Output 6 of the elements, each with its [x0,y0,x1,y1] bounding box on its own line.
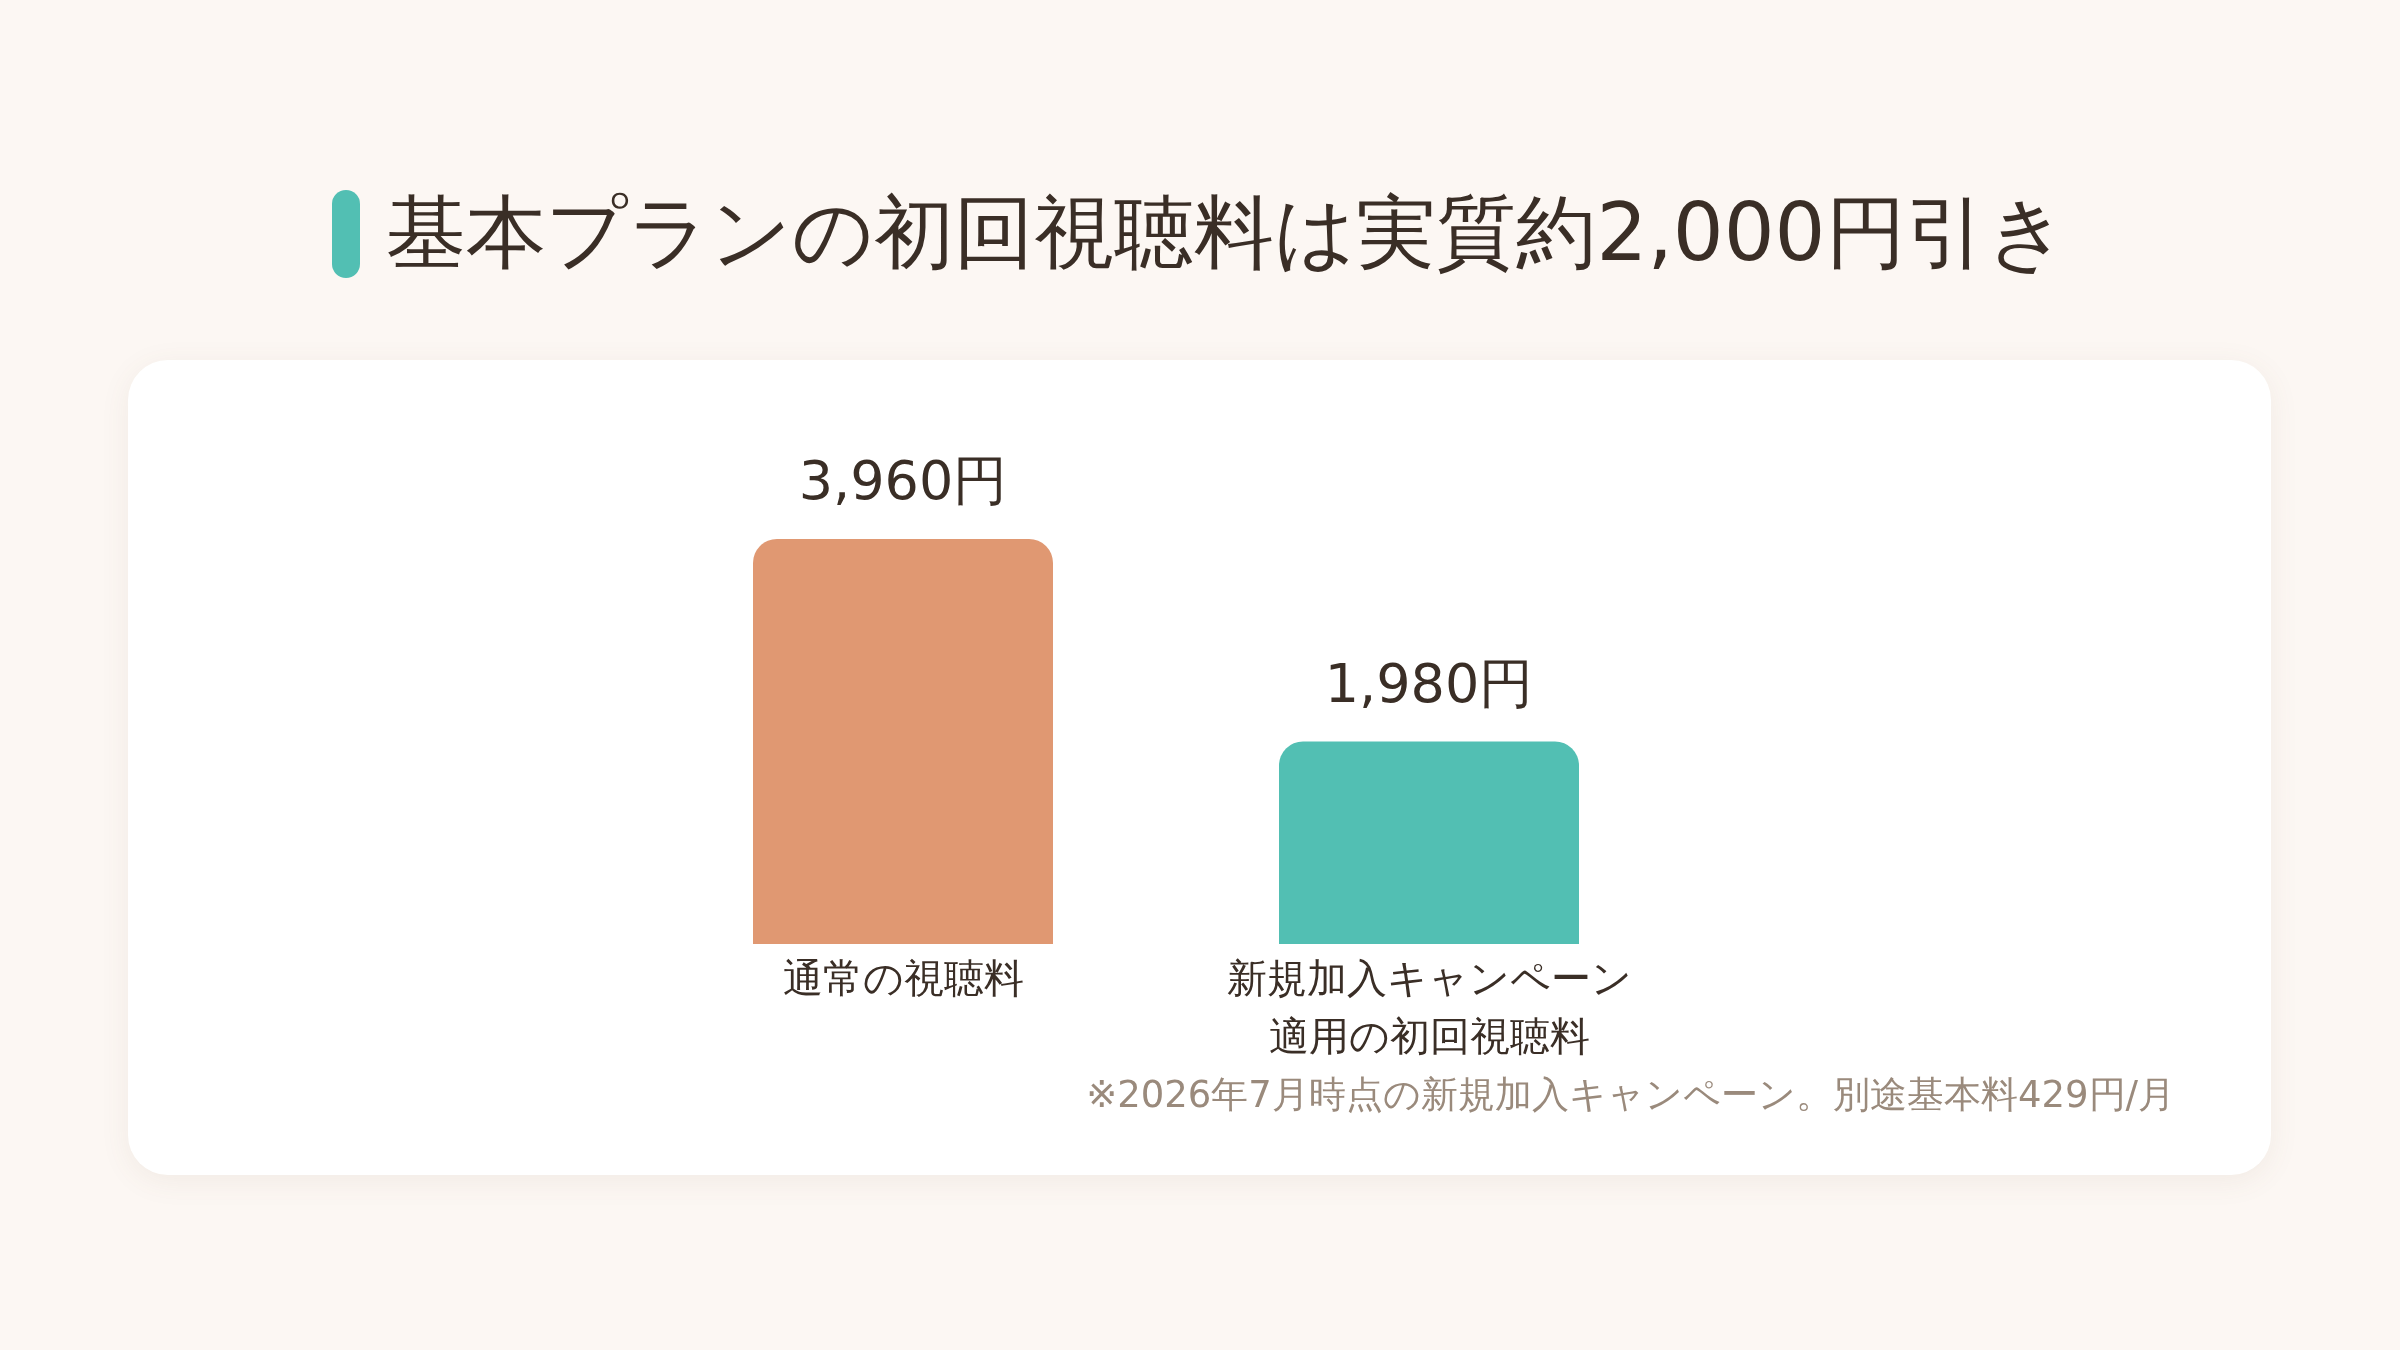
x-tick-label: 通常の視聴料 [782,955,1024,1001]
text: ※2026年7月時点の新規加入キャンペーン。別途基本料429円/月 [1086,1072,2175,1118]
data-label: 3,960円 [798,449,1008,512]
x-tick-label: 新規加入キャンペーン適用の初回視聴料 [1226,955,1632,1059]
data-label: 1,980円 [1324,651,1534,715]
chart-title: 基本プランの初回視聴料は実質約2,000円引き [386,185,2068,281]
